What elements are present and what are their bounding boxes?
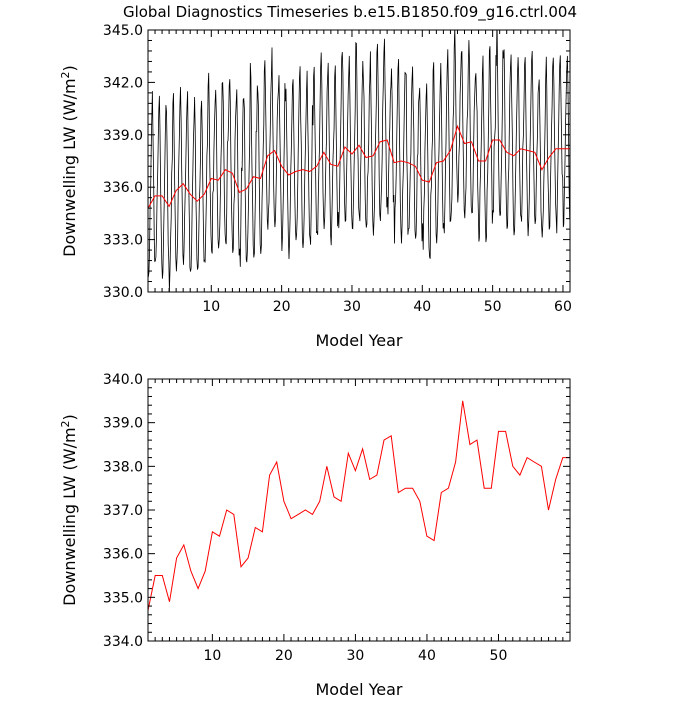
x-tick-label: 30 — [347, 648, 365, 664]
x-tick-label: 10 — [202, 299, 220, 315]
y-tick-label: 330.0 — [103, 285, 143, 301]
x-tick-label: 20 — [275, 648, 293, 664]
y-tick-label: 339.0 — [103, 416, 143, 432]
annual-mean-series-line — [148, 124, 570, 209]
y-tick-label: 342.0 — [103, 75, 143, 91]
x-tick-label: 50 — [490, 648, 508, 664]
y-tick-label: 336.0 — [103, 547, 143, 563]
y-tick-label: 339.0 — [103, 128, 143, 144]
y-tick-label: 338.0 — [103, 459, 143, 475]
x-tick-label: 60 — [554, 299, 572, 315]
figure-title: Global Diagnostics Timeseries b.e15.B185… — [123, 3, 577, 22]
x-tick-label: 10 — [203, 648, 221, 664]
x-axis-label: Model Year — [316, 331, 403, 350]
annual-mean-series-line — [148, 400, 570, 611]
y-axis-label: Downwelling LW (W/m2) — [59, 65, 79, 257]
x-tick-label: 20 — [273, 299, 291, 315]
y-tick-label: 337.0 — [103, 503, 143, 519]
y-tick-label: 334.0 — [103, 634, 143, 650]
y-tick-label: 340.0 — [103, 372, 143, 388]
x-tick-label: 30 — [343, 299, 361, 315]
monthly-series-line — [148, 30, 570, 292]
panel-bottom: 10 20 30 40 50 334.0 335.0 336.0 337.0 338.0 339.0… — [59, 372, 571, 699]
y-axis-label: Downwelling LW (W/m2) — [59, 414, 79, 606]
y-tick-label: 336.0 — [103, 180, 143, 196]
y-tick-label: 335.0 — [103, 590, 143, 606]
x-tick-label: 50 — [484, 299, 502, 315]
x-tick-label: 40 — [418, 648, 436, 664]
y-tick-label: 345.0 — [103, 23, 143, 39]
y-tick-label: 333.0 — [103, 233, 143, 249]
x-axis-label: Model Year — [316, 680, 403, 699]
panel-top: 10 20 30 40 50 60 330.0 333.0 336.0 339.0 342.0 345… — [59, 23, 572, 350]
x-tick-label: 40 — [413, 299, 431, 315]
